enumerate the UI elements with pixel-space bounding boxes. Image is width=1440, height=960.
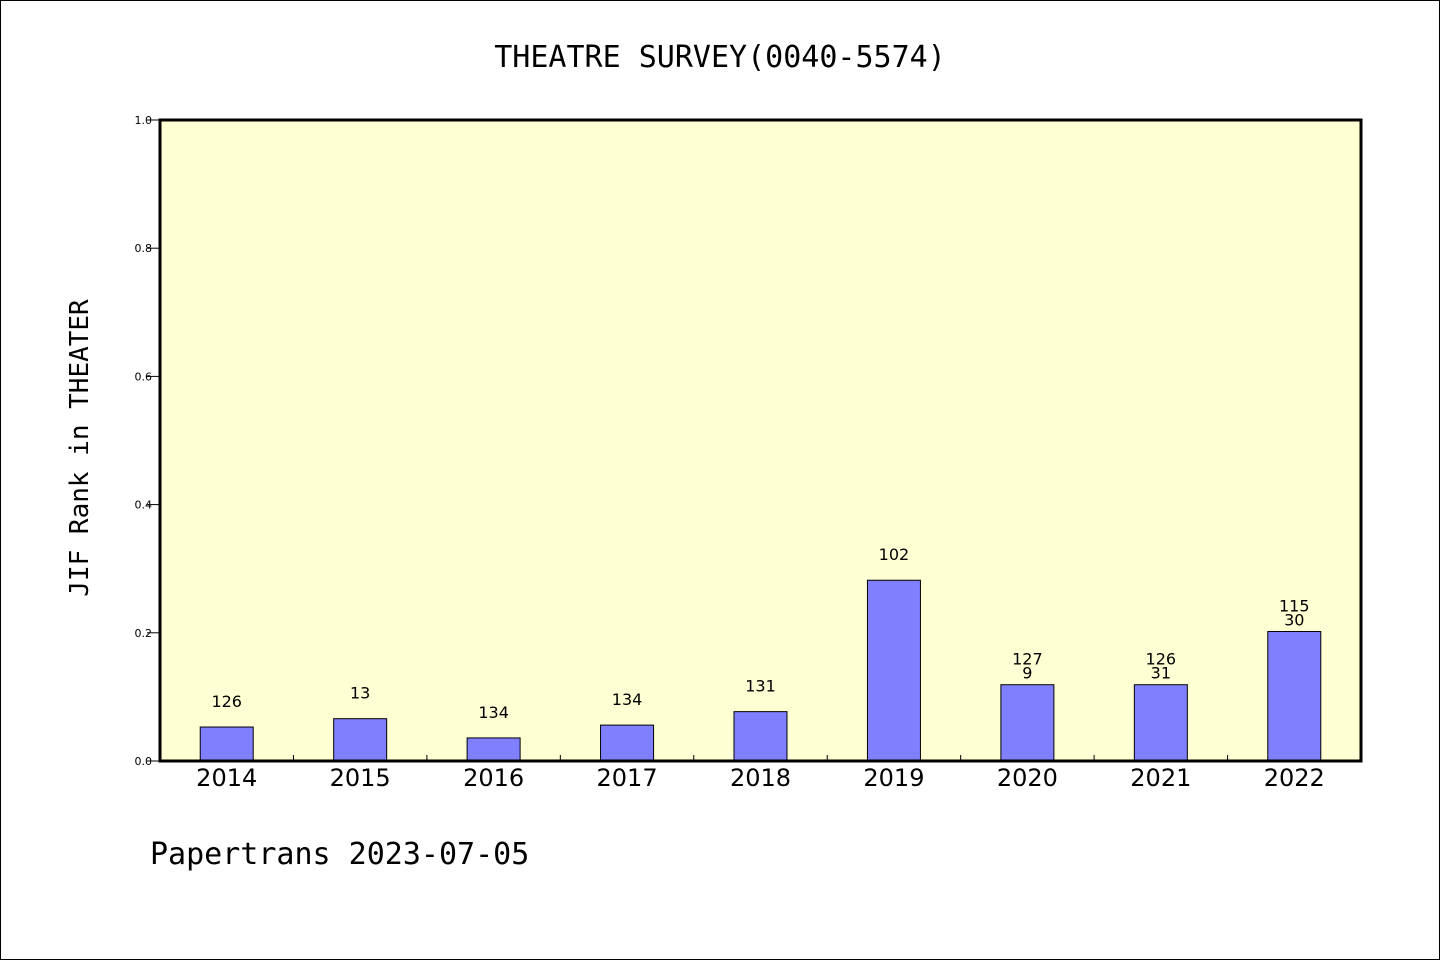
x-tick-label: 2018 — [730, 764, 791, 792]
bar-2018 — [733, 711, 788, 762]
bar-data-label: 9 — [1022, 664, 1032, 683]
y-tick-label: 1.0 — [135, 114, 153, 127]
bar-data-label: 102 — [879, 545, 910, 564]
bar-2017 — [600, 724, 655, 762]
bar-data-label: 13 — [350, 684, 370, 703]
bar-2022 — [1267, 631, 1322, 762]
x-tick-label: 2019 — [863, 764, 924, 792]
bar-data-label: 127 — [1012, 650, 1043, 669]
y-tick-label: 0.8 — [135, 242, 153, 255]
bar-2016 — [466, 737, 521, 762]
x-tick-label: 2015 — [330, 764, 391, 792]
bar-2019 — [866, 579, 921, 762]
plot-border — [158, 118, 1363, 763]
y-tick-label: 0.0 — [135, 755, 153, 768]
bar-2020 — [1000, 684, 1055, 762]
y-tick-label: 0.2 — [135, 627, 153, 640]
bar-2015 — [333, 718, 388, 762]
x-tick-label: 2022 — [1264, 764, 1325, 792]
x-tick-label: 2017 — [597, 764, 658, 792]
bars-group — [199, 579, 1322, 762]
y-axis-label: JIF Rank in THEATER — [65, 299, 95, 597]
y-tick-label: 0.4 — [135, 499, 153, 512]
bar-2021 — [1133, 684, 1188, 762]
bar-data-label: 126 — [211, 692, 242, 711]
footer-credit: Papertrans 2023-07-05 — [150, 837, 529, 872]
bar-data-label: 134 — [612, 690, 643, 709]
bar-data-label: 131 — [745, 677, 776, 696]
bar-data-label: 31 — [1151, 664, 1171, 683]
chart-title: THEATRE SURVEY(0040-5574) — [494, 40, 946, 75]
x-axis: 2014 2015 2016 2017 2018 2019 2020 2021 2022 — [196, 755, 1325, 792]
bar-data-label: 126 — [1146, 650, 1177, 669]
x-tick-label: 2020 — [997, 764, 1058, 792]
x-tick-label: 2014 — [196, 764, 257, 792]
y-axis: 0.0 0.2 0.4 0.6 0.8 1.0 — [135, 114, 160, 768]
plot-area — [160, 120, 1361, 761]
bar-data-label: 30 — [1284, 611, 1304, 630]
x-tick-label: 2021 — [1130, 764, 1191, 792]
y-tick-label: 0.6 — [135, 370, 153, 383]
x-tick-label: 2016 — [463, 764, 524, 792]
bar-data-label: 134 — [478, 703, 509, 722]
bar-2014 — [199, 726, 254, 762]
bar-data-label: 115 — [1279, 597, 1310, 616]
